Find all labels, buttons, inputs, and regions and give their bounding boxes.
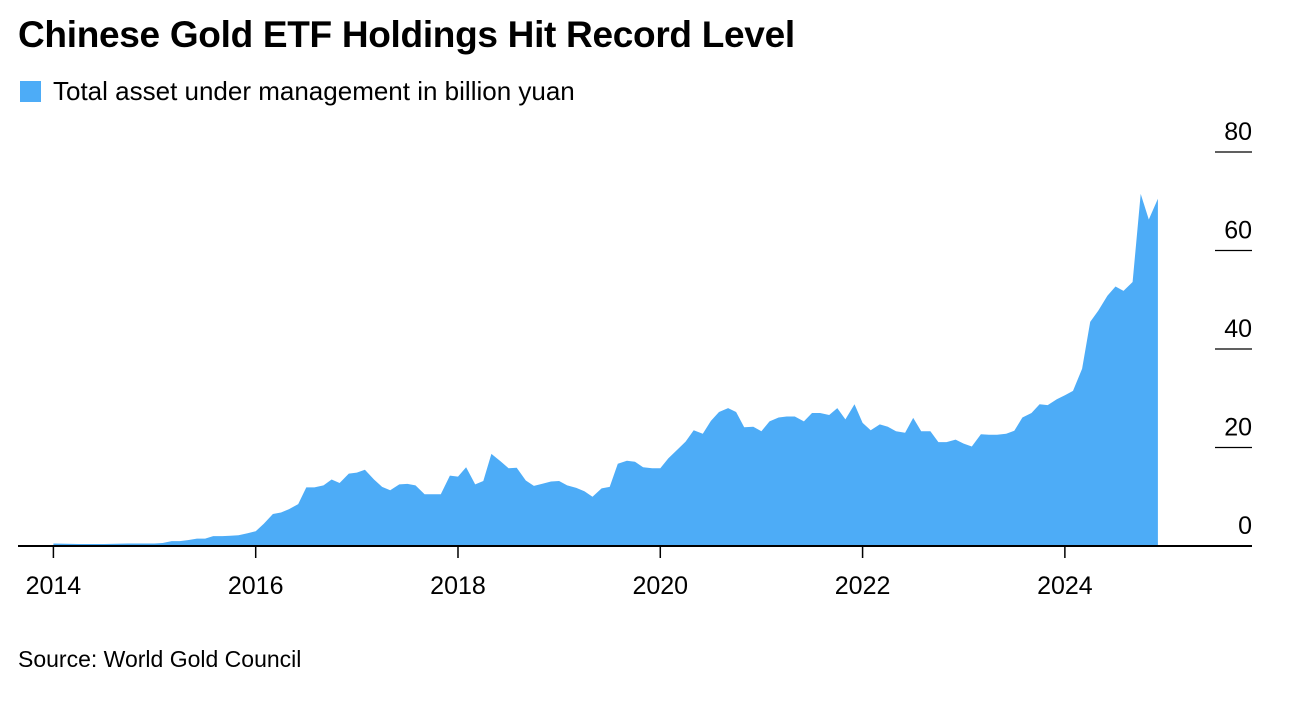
chart-svg: 0 20 40 60 80 2014 2016 2018 2020 2022 2024 [18, 118, 1252, 600]
x-tick-label: 2022 [835, 572, 891, 600]
legend: Total asset under management in billion … [20, 76, 575, 107]
x-tick-label: 2020 [632, 572, 688, 600]
y-tick-label: 80 [1224, 118, 1252, 146]
y-tick-label: 20 [1224, 414, 1252, 442]
area-series [53, 193, 1158, 546]
y-tick-label: 40 [1224, 315, 1252, 343]
legend-swatch [20, 81, 41, 102]
source-note: Source: World Gold Council [18, 646, 302, 672]
y-tick-label: 60 [1224, 217, 1252, 245]
x-tick-label: 2024 [1037, 572, 1093, 600]
y-tick-label: 0 [1238, 512, 1252, 540]
x-tick-label: 2014 [26, 572, 82, 600]
chart-title: Chinese Gold ETF Holdings Hit Record Lev… [18, 14, 795, 55]
x-tick-label: 2018 [430, 572, 486, 600]
legend-label: Total asset under management in billion … [53, 76, 575, 106]
x-tick-label: 2016 [228, 572, 284, 600]
